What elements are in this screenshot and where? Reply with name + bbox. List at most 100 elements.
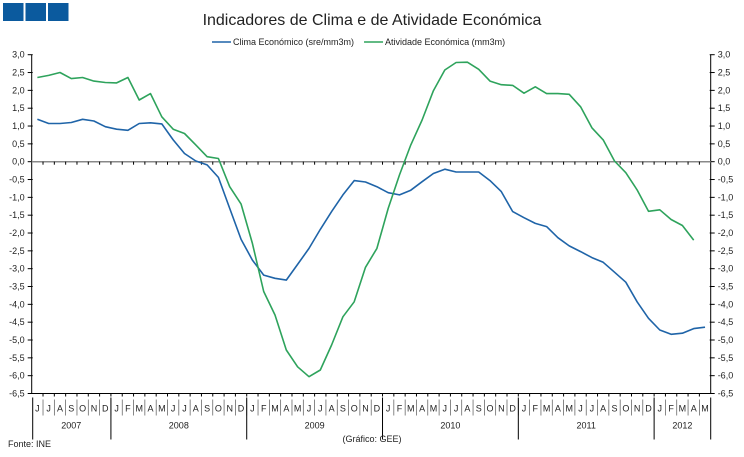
y-tick-label-right: -5,0 <box>718 335 734 345</box>
y-tick-label-right: -5,5 <box>718 353 734 363</box>
month-label: O <box>215 404 222 414</box>
month-label: M <box>271 404 279 414</box>
y-tick-label-right: -3,0 <box>718 264 734 274</box>
month-label: J <box>454 404 459 414</box>
y-tick-label-right: -4,0 <box>718 299 734 309</box>
year-label: 2007 <box>61 421 81 431</box>
month-label: J <box>250 404 255 414</box>
month-label: O <box>487 404 494 414</box>
month-label: N <box>91 404 98 414</box>
month-label: J <box>590 404 595 414</box>
logo-square <box>25 3 46 21</box>
y-tick-label-right: -2,5 <box>718 246 734 256</box>
y-tick-label-right: -6,5 <box>718 389 734 399</box>
month-label: N <box>226 404 233 414</box>
y-tick-label-left: -1,0 <box>9 192 25 202</box>
y-tick-label-right: -4,5 <box>718 317 734 327</box>
y-tick-label-left: -5,5 <box>9 353 25 363</box>
series-line-atividade <box>37 61 695 378</box>
month-label: A <box>283 404 289 414</box>
y-tick-label-left: 0,0 <box>12 157 25 167</box>
axes: 3,0 3,0 2,5 2,5 2,0 2,0 1,5 1,5 1,0 1,0 0,5 0,5 0,0 0… <box>9 50 733 440</box>
y-tick-label-left: -6,0 <box>9 371 25 381</box>
month-label: O <box>622 404 629 414</box>
y-tick-label-right: -1,0 <box>718 192 734 202</box>
month-label: A <box>464 404 470 414</box>
y-tick-label-left: -1,5 <box>9 210 25 220</box>
y-tick-label-left: -3,5 <box>9 282 25 292</box>
source-note: Fonte: INE <box>8 439 51 449</box>
y-tick-label-right: -3,5 <box>718 282 734 292</box>
credit-note: (Gráfico: GEE) <box>342 434 401 444</box>
year-label: 2008 <box>169 421 189 431</box>
month-label: M <box>701 404 709 414</box>
month-label: N <box>362 404 369 414</box>
month-label: J <box>307 404 312 414</box>
month-label: F <box>261 404 267 414</box>
y-tick-label-left: -4,5 <box>9 317 25 327</box>
month-label: M <box>407 404 415 414</box>
logo-square <box>48 3 69 21</box>
month-label: A <box>57 404 63 414</box>
y-tick-label-left: -0,5 <box>9 175 25 185</box>
month-label: J <box>46 404 51 414</box>
y-tick-label-right: 0,5 <box>718 139 731 149</box>
month-label: A <box>419 404 425 414</box>
month-label: M <box>294 404 302 414</box>
month-label: J <box>578 404 583 414</box>
y-tick-label-left: 2,5 <box>12 68 25 78</box>
y-tick-label-left: 0,5 <box>12 139 25 149</box>
month-label: A <box>555 404 561 414</box>
month-label: J <box>35 404 40 414</box>
y-tick-label-left: 3,0 <box>12 50 25 60</box>
series-points <box>37 119 706 335</box>
y-tick-label-left: -3,0 <box>9 264 25 274</box>
logo <box>3 3 69 21</box>
y-tick-label-right: 1,0 <box>718 121 731 131</box>
month-label: M <box>158 404 166 414</box>
y-tick-label-left: -5,0 <box>9 335 25 345</box>
y-tick-label-right: 2,5 <box>718 68 731 78</box>
month-label: J <box>318 404 323 414</box>
month-label: N <box>634 404 641 414</box>
month-label: F <box>397 404 403 414</box>
month-label: S <box>340 404 346 414</box>
month-label: S <box>476 404 482 414</box>
series-lines <box>37 61 706 378</box>
month-label: O <box>79 404 86 414</box>
legend-label: Atividade Económica (mm3m) <box>385 37 505 47</box>
month-label: A <box>329 404 335 414</box>
month-label: J <box>171 404 176 414</box>
y-tick-label-right: -1,5 <box>718 210 734 220</box>
y-tick-label-right: 1,5 <box>718 103 731 113</box>
month-label: M <box>679 404 687 414</box>
y-tick-label-right: -0,5 <box>718 175 734 185</box>
y-tick-label-left: 1,0 <box>12 121 25 131</box>
series-line-clima <box>37 118 706 336</box>
year-label: 2012 <box>672 421 692 431</box>
y-tick-label-left: -2,5 <box>9 246 25 256</box>
month-label: D <box>238 404 245 414</box>
month-label: A <box>148 404 154 414</box>
year-label: 2011 <box>577 421 596 431</box>
legend: Clima Económico (sre/mm3m) Atividade Econ… <box>212 37 505 47</box>
month-label: F <box>668 404 674 414</box>
month-label: F <box>533 404 539 414</box>
month-label: J <box>386 404 391 414</box>
y-tick-label-left: -4,0 <box>9 299 25 309</box>
month-label: J <box>658 404 663 414</box>
y-tick-label-left: -2,0 <box>9 228 25 238</box>
y-tick-label-right: 3,0 <box>718 50 731 60</box>
month-label: J <box>522 404 527 414</box>
chart-title: Indicadores de Clima e de Atividade Econ… <box>203 12 542 29</box>
month-label: D <box>645 404 652 414</box>
legend-label: Clima Económico (sre/mm3m) <box>233 37 354 47</box>
y-tick-label-right: -6,0 <box>718 371 734 381</box>
month-label: J <box>443 404 448 414</box>
month-label: S <box>204 404 210 414</box>
y-tick-label-right: 0,0 <box>718 157 731 167</box>
year-label: 2009 <box>305 421 325 431</box>
month-label: D <box>102 404 109 414</box>
y-tick-label-left: -6,5 <box>9 389 25 399</box>
